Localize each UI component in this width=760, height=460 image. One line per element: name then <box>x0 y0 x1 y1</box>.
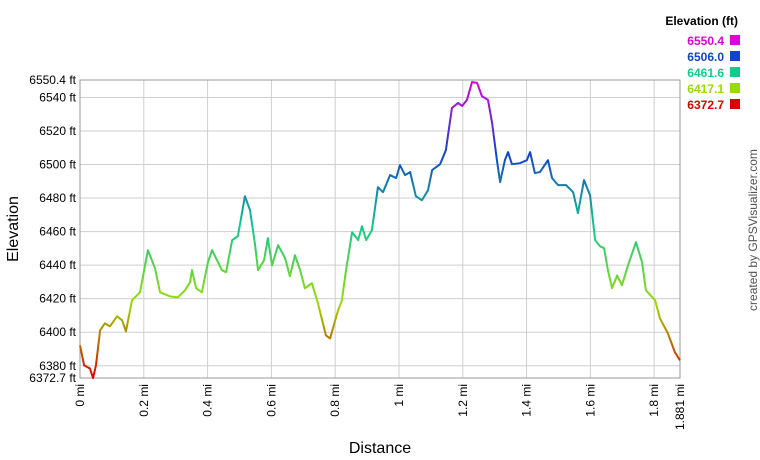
x-tick-label: 0.8 mi <box>328 384 342 417</box>
x-tick-label: 0.6 mi <box>264 384 278 417</box>
x-tick-label: 1 mi <box>392 384 406 407</box>
legend-label: 6550.4 <box>687 34 724 48</box>
x-tick-label: 1.6 mi <box>583 384 597 417</box>
x-tick-label: 1.8 mi <box>647 384 661 417</box>
legend-swatch <box>730 99 740 109</box>
y-axis-title: Elevation <box>5 196 22 262</box>
legend-label: 6461.6 <box>687 66 724 80</box>
x-tick-label: 1.881 mi <box>673 384 687 430</box>
legend-swatch <box>730 67 740 77</box>
elevation-line <box>79 81 681 379</box>
y-tick-label: 6480 ft <box>39 191 76 205</box>
x-tick-label: 1.4 mi <box>520 384 534 417</box>
x-tick-label: 0 mi <box>73 384 87 407</box>
plot-frame <box>79 79 681 379</box>
y-tick-label: 6520 ft <box>39 124 76 138</box>
legend-swatch <box>730 83 740 93</box>
y-tick-label: 6372.7 ft <box>29 371 76 385</box>
y-tick-label: 6540 ft <box>39 90 76 104</box>
legend-title: Elevation (ft) <box>665 14 738 28</box>
y-tick-label: 6460 ft <box>39 225 76 239</box>
legend-label: 6506.0 <box>687 50 724 64</box>
y-tick-label: 6440 ft <box>39 258 76 272</box>
x-axis-title: Distance <box>349 440 411 457</box>
legend-label: 6417.1 <box>687 82 724 96</box>
y-tick-label: 6500 ft <box>39 158 76 172</box>
legend-swatch <box>730 51 740 61</box>
legend-label: 6372.7 <box>687 98 724 112</box>
y-tick-label: 6400 ft <box>39 325 76 339</box>
legend-swatch <box>730 35 740 45</box>
y-tick-label: 6380 ft <box>39 359 76 373</box>
credit: created by GPSVisualizer.com <box>746 149 760 311</box>
x-tick-label: 1.2 mi <box>456 384 470 417</box>
x-tick-label: 0.4 mi <box>201 384 215 417</box>
y-tick-label: 6550.4 ft <box>29 73 76 87</box>
x-tick-label: 0.2 mi <box>137 384 151 417</box>
y-tick-label: 6420 ft <box>39 292 76 306</box>
